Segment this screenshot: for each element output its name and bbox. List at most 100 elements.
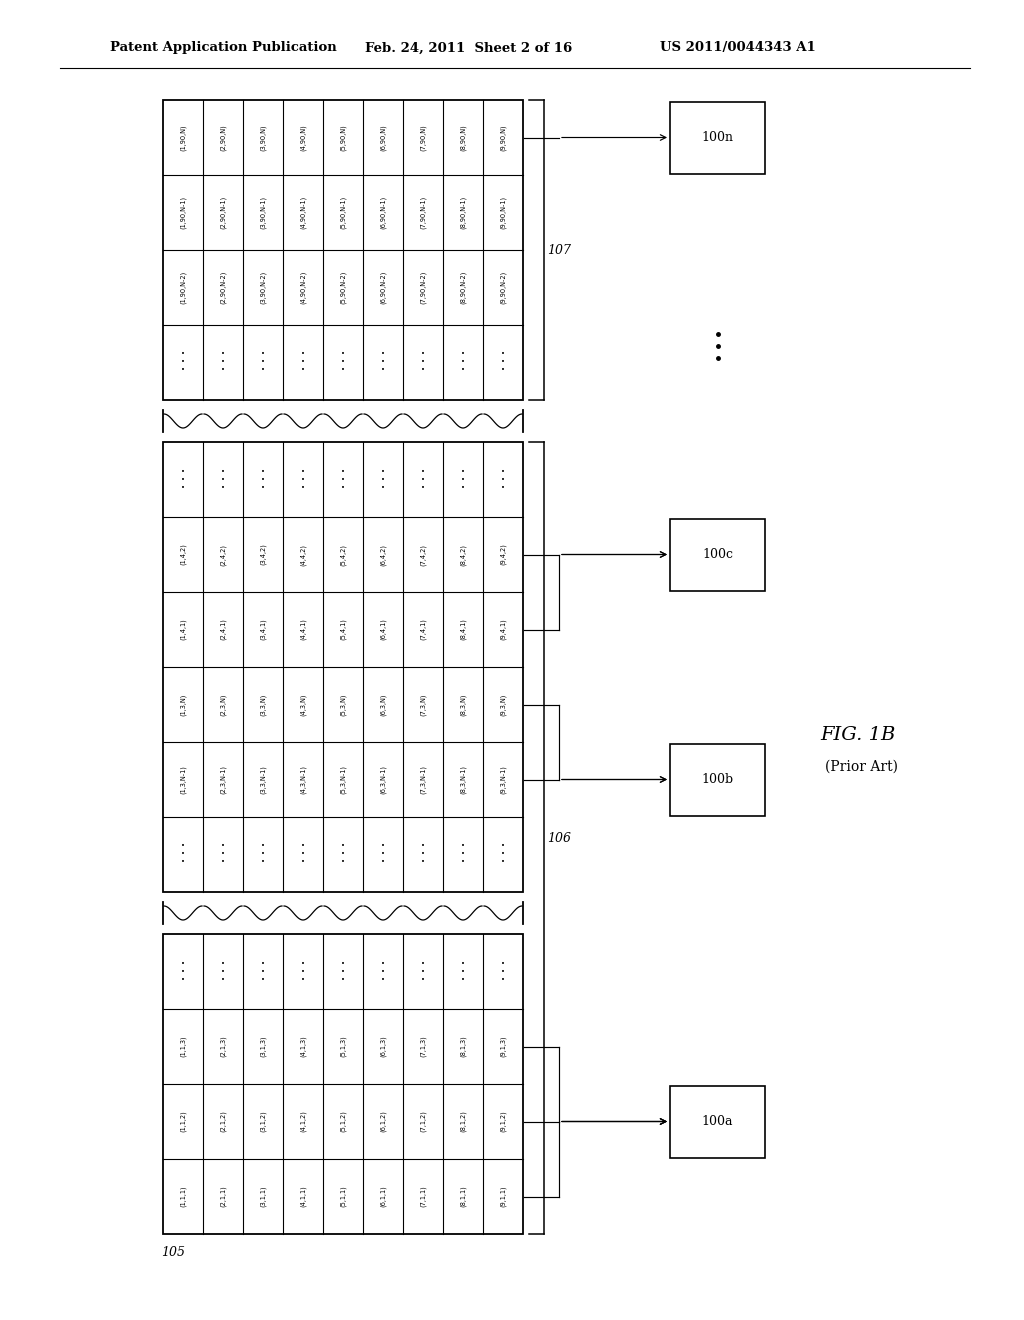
Text: •: • — [381, 359, 385, 366]
Text: •: • — [461, 477, 465, 483]
Text: (8,1,3): (8,1,3) — [460, 1036, 466, 1057]
Text: •: • — [221, 859, 225, 866]
Text: (8,3,N-1): (8,3,N-1) — [460, 766, 466, 795]
Text: (6,1,2): (6,1,2) — [380, 1110, 386, 1133]
Text: (8,90,N-2): (8,90,N-2) — [460, 271, 466, 304]
Text: (7,4,2): (7,4,2) — [420, 544, 426, 565]
Text: •: • — [181, 969, 185, 974]
Text: •: • — [301, 969, 305, 974]
Text: (6,4,1): (6,4,1) — [380, 619, 386, 640]
Text: (4,1,2): (4,1,2) — [300, 1110, 306, 1133]
Text: (1,1,2): (1,1,2) — [180, 1110, 186, 1133]
Text: (2,90,N-2): (2,90,N-2) — [220, 271, 226, 304]
Text: •: • — [341, 843, 345, 850]
Text: •: • — [381, 477, 385, 483]
Text: (6,4,2): (6,4,2) — [380, 544, 386, 565]
Text: (3,4,1): (3,4,1) — [260, 619, 266, 640]
Text: •: • — [181, 477, 185, 483]
Text: •: • — [221, 359, 225, 366]
Text: •: • — [461, 977, 465, 982]
Text: •: • — [421, 351, 425, 358]
Text: (9,3,N-1): (9,3,N-1) — [500, 766, 506, 793]
Text: (9,90,N): (9,90,N) — [500, 124, 506, 150]
Text: (6,90,N-2): (6,90,N-2) — [380, 271, 386, 304]
Text: •: • — [181, 851, 185, 858]
Text: (3,1,1): (3,1,1) — [260, 1185, 266, 1208]
Text: •: • — [461, 469, 465, 474]
Text: •: • — [301, 961, 305, 966]
Text: (6,3,N): (6,3,N) — [380, 693, 386, 715]
Bar — [163, 442, 523, 892]
Text: •: • — [181, 843, 185, 850]
Bar — [163, 100, 523, 400]
Text: •: • — [421, 977, 425, 982]
Text: •: • — [301, 843, 305, 850]
Text: •: • — [421, 469, 425, 474]
Text: •: • — [181, 859, 185, 866]
Bar — [670, 743, 765, 816]
Text: (3,90,N-1): (3,90,N-1) — [260, 195, 266, 230]
Text: •: • — [501, 484, 505, 491]
Text: •: • — [381, 969, 385, 974]
Text: •: • — [301, 359, 305, 366]
Text: (2,1,3): (2,1,3) — [220, 1036, 226, 1057]
Text: •: • — [301, 977, 305, 982]
Bar — [670, 519, 765, 590]
Text: •: • — [341, 969, 345, 974]
Text: (7,1,3): (7,1,3) — [420, 1036, 426, 1057]
Text: •: • — [261, 367, 265, 374]
Text: (9,4,2): (9,4,2) — [500, 544, 506, 565]
Text: •: • — [261, 851, 265, 858]
Text: •: • — [261, 843, 265, 850]
Text: •: • — [501, 961, 505, 966]
Text: •: • — [301, 351, 305, 358]
Text: •: • — [301, 469, 305, 474]
Text: •: • — [501, 477, 505, 483]
Text: •: • — [501, 469, 505, 474]
Text: (5,90,N): (5,90,N) — [340, 124, 346, 150]
Text: (4,1,1): (4,1,1) — [300, 1185, 306, 1208]
Bar — [163, 935, 523, 1234]
Text: (9,4,1): (9,4,1) — [500, 619, 506, 640]
Text: (8,90,N): (8,90,N) — [460, 124, 466, 150]
Text: (4,90,N): (4,90,N) — [300, 124, 306, 150]
Text: (1,3,N-1): (1,3,N-1) — [180, 766, 186, 793]
Text: •: • — [301, 367, 305, 374]
Text: •: • — [221, 851, 225, 858]
Text: •: • — [421, 367, 425, 374]
Text: (1,90,N-2): (1,90,N-2) — [180, 271, 186, 304]
Text: (1,4,1): (1,4,1) — [180, 619, 186, 640]
Text: (1,90,N-1): (1,90,N-1) — [180, 195, 186, 230]
Text: 100n: 100n — [701, 131, 733, 144]
Text: Patent Application Publication: Patent Application Publication — [110, 41, 337, 54]
Text: •: • — [381, 469, 385, 474]
Text: •: • — [221, 469, 225, 474]
Text: (2,90,N-1): (2,90,N-1) — [220, 195, 226, 230]
Text: •: • — [461, 843, 465, 850]
Text: •: • — [381, 843, 385, 850]
Text: •: • — [261, 977, 265, 982]
Text: (2,1,1): (2,1,1) — [220, 1185, 226, 1208]
Bar — [670, 1085, 765, 1158]
Text: (9,90,N-2): (9,90,N-2) — [500, 271, 506, 304]
Text: •: • — [381, 851, 385, 858]
Text: (1,1,3): (1,1,3) — [180, 1036, 186, 1057]
Text: (6,1,1): (6,1,1) — [380, 1185, 386, 1208]
Text: •: • — [261, 477, 265, 483]
Text: •: • — [461, 859, 465, 866]
Text: •: • — [501, 359, 505, 366]
Text: (8,1,1): (8,1,1) — [460, 1185, 466, 1208]
Text: (7,3,N-1): (7,3,N-1) — [420, 766, 426, 795]
Text: (4,3,N): (4,3,N) — [300, 693, 306, 715]
Text: (9,1,3): (9,1,3) — [500, 1036, 506, 1057]
Text: (6,3,N-1): (6,3,N-1) — [380, 766, 386, 795]
Text: (7,90,N): (7,90,N) — [420, 124, 426, 150]
Text: (8,3,N): (8,3,N) — [460, 693, 466, 715]
Text: (2,3,N-1): (2,3,N-1) — [220, 766, 226, 795]
Text: (5,3,N): (5,3,N) — [340, 693, 346, 715]
Text: (5,1,3): (5,1,3) — [340, 1036, 346, 1057]
Text: •: • — [461, 367, 465, 374]
Text: (7,90,N-2): (7,90,N-2) — [420, 271, 426, 304]
Text: •: • — [461, 851, 465, 858]
Text: (5,1,2): (5,1,2) — [340, 1110, 346, 1133]
